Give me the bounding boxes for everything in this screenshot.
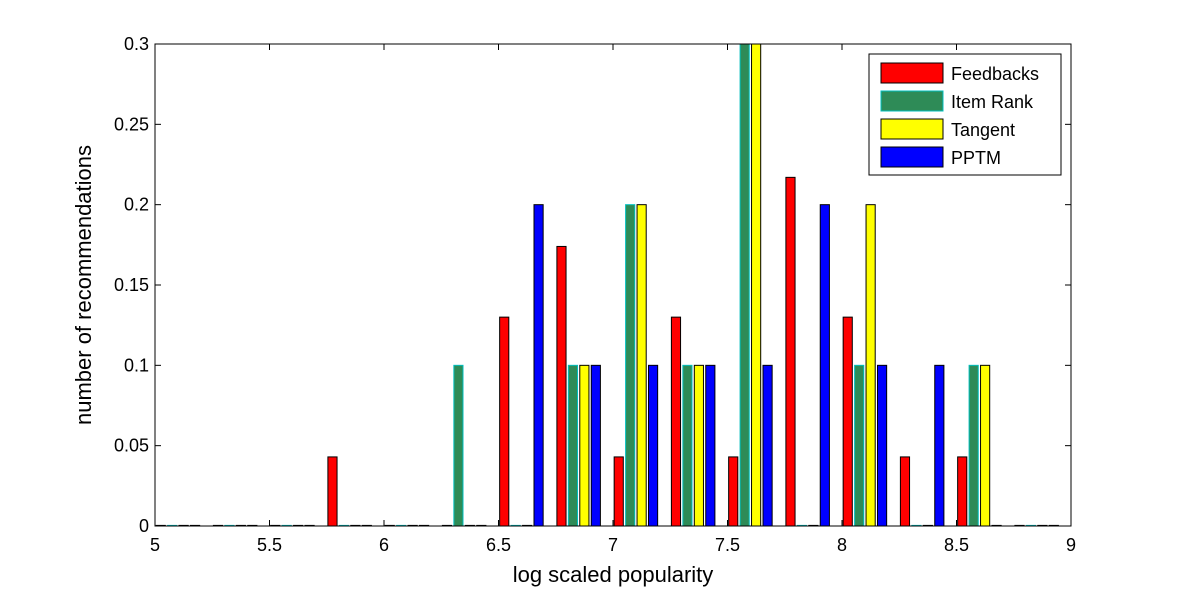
bar-item-rank (854, 364, 865, 527)
y-tick-label: 0.25 (114, 114, 149, 134)
x-axis-title: log scaled popularity (513, 562, 714, 587)
legend: Feedbacks Item Rank Tangent PPTM (868, 53, 1062, 176)
bar-item-rank (567, 364, 579, 527)
y-tick-label: 0.05 (114, 436, 149, 456)
bar-feedbacks (728, 456, 739, 527)
legend-label-item-rank: Item Rank (951, 92, 1034, 112)
bar-pptm (819, 204, 830, 527)
legend-swatch-pptm (880, 146, 944, 168)
bar-item-rank (968, 364, 979, 527)
legend-label-pptm: PPTM (951, 148, 1001, 168)
x-tick-label: 7 (608, 535, 618, 555)
bar-feedbacks (613, 456, 624, 527)
bar-tangent (636, 204, 647, 527)
bar-item-rank (453, 364, 464, 527)
bar-feedbacks (842, 316, 853, 527)
bar-item-rank (625, 204, 636, 527)
bar-tangent (865, 204, 876, 527)
bar-tangent (579, 364, 590, 527)
x-tick-label: 6.5 (486, 535, 511, 555)
legend-swatch-item-rank (880, 90, 944, 112)
bar-pptm (762, 364, 773, 527)
x-tick-label: 9 (1066, 535, 1076, 555)
x-tick-label: 8 (837, 535, 847, 555)
bar-feedbacks (499, 316, 510, 527)
y-tick-label: 0.1 (124, 355, 149, 375)
legend-label-feedbacks: Feedbacks (951, 64, 1039, 84)
y-axis: 0 0.05 0.1 0.15 0.2 0.25 0.3 (114, 34, 1071, 536)
x-axis: 5 5.5 6 6.5 7 7.5 8 8.5 9 (150, 44, 1076, 555)
bar-pptm (934, 364, 945, 527)
y-axis-title: number of recommendations (71, 145, 96, 425)
bar-tangent (693, 364, 704, 527)
bar-feedbacks (899, 456, 911, 527)
y-tick-label: 0.3 (124, 34, 149, 54)
bar-pptm (533, 204, 544, 527)
bar-item-rank (739, 43, 750, 527)
bar-pptm (876, 364, 888, 527)
x-tick-label: 8.5 (944, 535, 969, 555)
legend-label-tangent: Tangent (951, 120, 1015, 140)
bar-feedbacks (670, 316, 682, 527)
bar-pptm (705, 364, 716, 527)
bar-item-rank (682, 364, 693, 527)
bar-tangent (751, 43, 762, 527)
x-tick-label: 5.5 (257, 535, 282, 555)
legend-swatch-tangent (880, 118, 944, 140)
bar-feedbacks (785, 176, 796, 527)
x-tick-label: 5 (150, 535, 160, 555)
bar-feedbacks (327, 456, 338, 527)
legend-swatch-feedbacks (880, 62, 944, 84)
y-tick-label: 0 (139, 516, 149, 536)
y-tick-label: 0.15 (114, 275, 149, 295)
x-tick-label: 7.5 (715, 535, 740, 555)
bar-pptm (590, 364, 601, 527)
bar-tangent (980, 364, 991, 527)
x-tick-label: 6 (379, 535, 389, 555)
bar-feedbacks (556, 245, 567, 527)
bar-feedbacks (957, 456, 968, 527)
bar-pptm (647, 364, 659, 527)
y-tick-label: 0.2 (124, 195, 149, 215)
